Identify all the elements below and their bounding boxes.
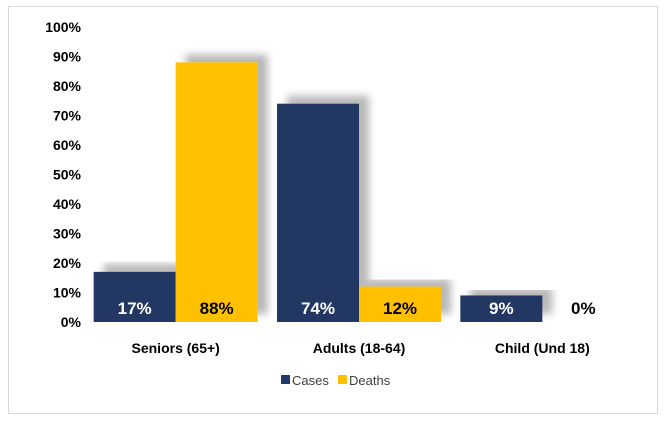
legend-label-cases: Cases bbox=[292, 373, 329, 388]
x-category-label: Seniors (65+) bbox=[132, 340, 220, 356]
y-tick-label: 20% bbox=[53, 255, 82, 271]
data-label: 12% bbox=[383, 299, 417, 318]
bar-cases-1 bbox=[277, 103, 359, 322]
bar-deaths-1 bbox=[359, 286, 441, 322]
bar-cases-2 bbox=[460, 295, 543, 322]
bar-cases-0 bbox=[93, 271, 176, 322]
y-tick-label: 80% bbox=[53, 78, 82, 94]
data-label: 17% bbox=[118, 299, 152, 318]
x-category-label: Adults (18-64) bbox=[313, 340, 406, 356]
bar-chart: 0% 10% 20% 30% 40% 50% 60% 70% 80% 90% 100% 17% 88% S… bbox=[45, 19, 596, 388]
y-tick-label: 60% bbox=[53, 137, 82, 153]
x-category-label: Child (Und 18) bbox=[495, 340, 590, 356]
bar-deaths-0 bbox=[175, 62, 258, 323]
y-tick-label: 40% bbox=[53, 196, 82, 212]
y-tick-label: 10% bbox=[53, 285, 82, 301]
y-tick-label: 30% bbox=[53, 226, 82, 242]
y-tick-label: 70% bbox=[53, 108, 82, 124]
legend-swatch-cases bbox=[281, 375, 290, 384]
y-tick-label: 90% bbox=[53, 49, 82, 65]
chart-frame: 0% 10% 20% 30% 40% 50% 60% 70% 80% 90% 100% 17% 88% S… bbox=[8, 6, 658, 414]
data-label: 0% bbox=[571, 299, 596, 318]
data-label: 74% bbox=[301, 299, 335, 318]
data-label: 88% bbox=[200, 299, 234, 318]
legend-swatch-deaths bbox=[338, 375, 347, 384]
legend-label-deaths: Deaths bbox=[349, 373, 391, 388]
y-tick-label: 0% bbox=[61, 314, 82, 330]
y-tick-label: 100% bbox=[45, 19, 81, 35]
data-label: 9% bbox=[489, 299, 514, 318]
y-tick-label: 50% bbox=[53, 167, 82, 183]
